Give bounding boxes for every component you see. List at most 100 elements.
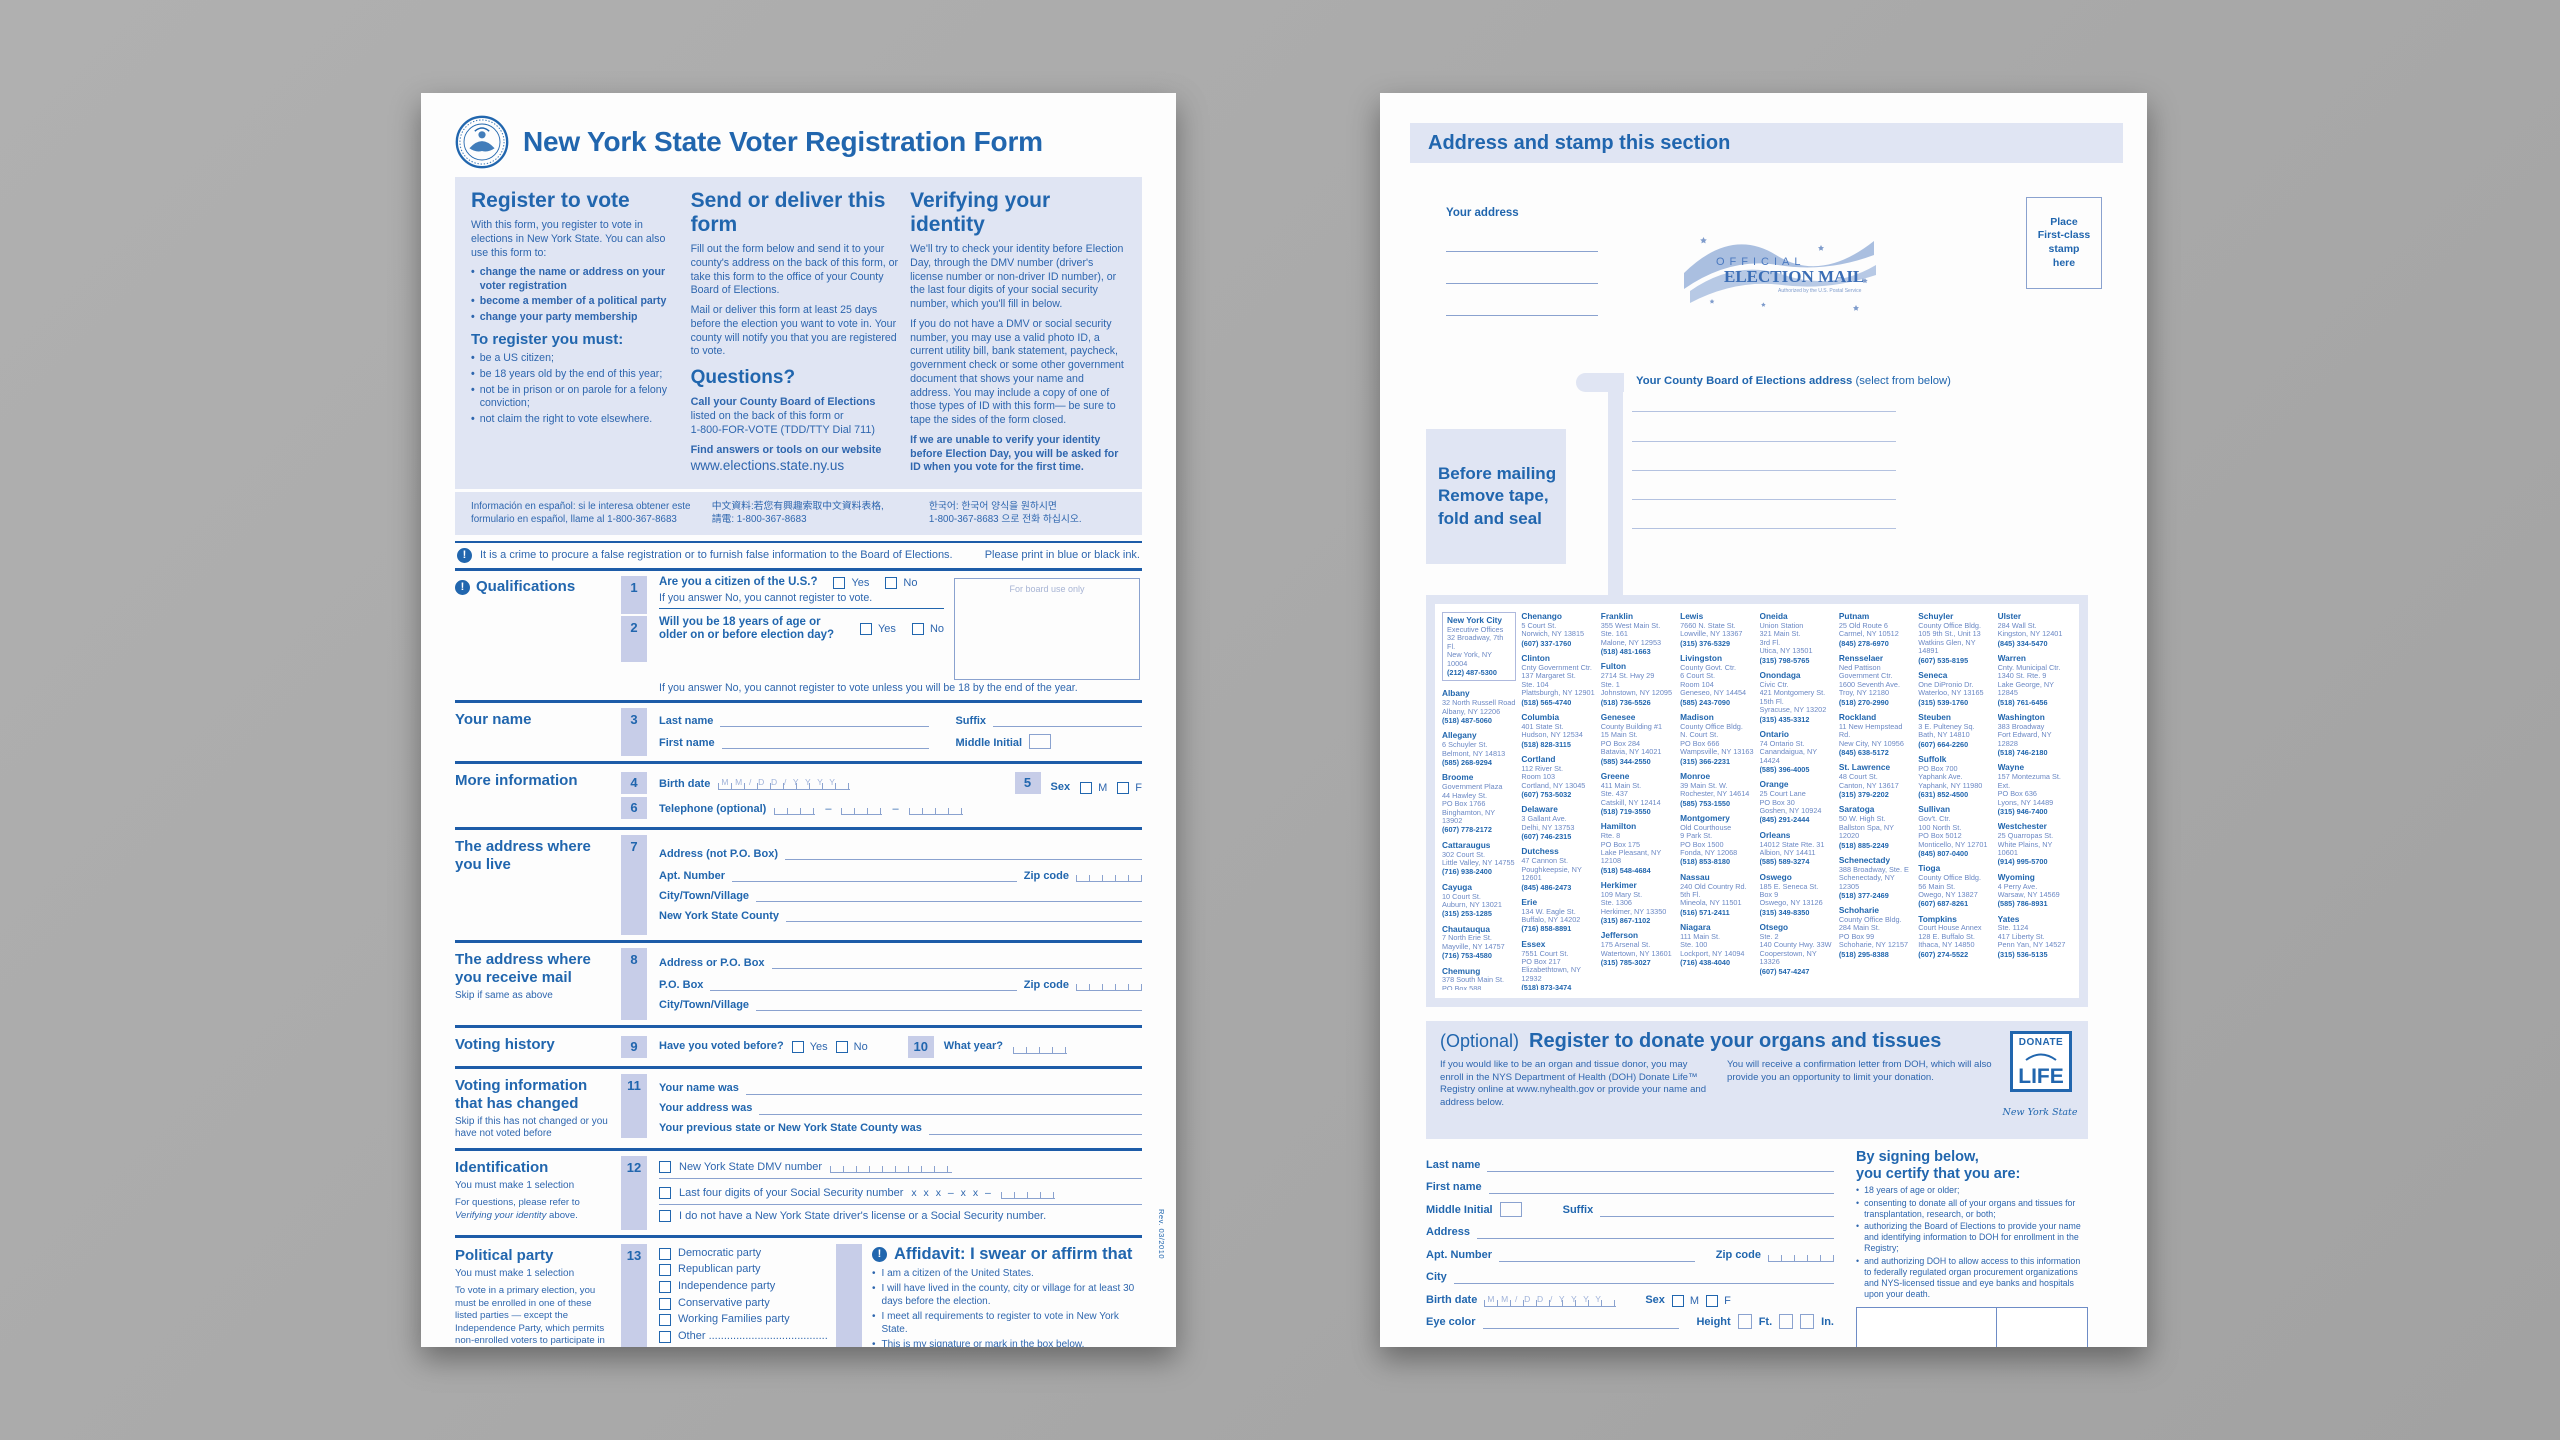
checkbox[interactable] xyxy=(859,623,872,636)
county-address-line[interactable] xyxy=(1632,441,1896,442)
telephone-input[interactable] xyxy=(841,800,883,816)
county-entry: Rensselaer Ned Pattison Government Ctr. 1… xyxy=(1838,652,1901,707)
previous-address-input[interactable] xyxy=(759,1102,1142,1115)
donor-last-name-input[interactable] xyxy=(1487,1159,1834,1172)
apt-number-input[interactable] xyxy=(732,869,1017,883)
donor-date-box[interactable] xyxy=(1997,1308,2087,1347)
donor-height-in-input[interactable] xyxy=(1800,1314,1815,1329)
form-header: New York State Voter Registration Form xyxy=(455,115,1142,169)
vote-year-input[interactable] xyxy=(1013,1039,1068,1055)
checkbox[interactable] xyxy=(659,1281,671,1294)
dmv-number-input[interactable] xyxy=(830,1158,953,1174)
zip-code-input[interactable] xyxy=(1076,867,1142,883)
county-entry: Cayuga 10 Court St. Auburn, NY 13021 (315)… xyxy=(1442,881,1502,919)
county-input[interactable] xyxy=(786,909,1142,923)
row-number-7: 7 xyxy=(621,834,647,935)
county-address-line[interactable] xyxy=(1632,528,1896,529)
county-address-line[interactable] xyxy=(1632,411,1896,412)
donor-sex-male-option[interactable]: M xyxy=(1671,1294,1699,1307)
county-column: New York City Executive Offices 32 Broadw… xyxy=(1442,612,1517,990)
county-entry: New York City Executive Offices 32 Broadw… xyxy=(1442,612,1517,682)
party-option[interactable]: Independence party xyxy=(659,1280,836,1294)
citizen-yes-option[interactable]: Yes xyxy=(833,576,869,589)
donor-birth-date-input[interactable]: M M / D D / Y Y Y Y xyxy=(1484,1291,1617,1307)
donor-height-ft-input[interactable] xyxy=(1737,1314,1752,1329)
checkbox[interactable] xyxy=(1117,781,1130,794)
last-name-input[interactable] xyxy=(720,714,930,728)
sex-male-option[interactable]: M xyxy=(1080,781,1107,794)
checkbox[interactable] xyxy=(1080,781,1093,794)
your-address-line[interactable] xyxy=(1446,283,1598,284)
row-qualifications: ! Qualifications 1 Are you a citizen of … xyxy=(455,571,1142,703)
your-address-line[interactable] xyxy=(1446,315,1598,316)
party-option[interactable]: Democratic party xyxy=(659,1247,836,1260)
middle-initial-input[interactable] xyxy=(1029,734,1052,750)
county-address-line[interactable] xyxy=(1632,470,1896,471)
ssn-last4-input[interactable] xyxy=(1000,1184,1055,1200)
age-yes-option[interactable]: Yes xyxy=(859,623,896,636)
checkbox[interactable] xyxy=(791,1040,804,1053)
checkbox[interactable] xyxy=(659,1330,671,1343)
county-entry: Suffolk PO Box 700 Yaphank Ave. Yaphank, … xyxy=(1918,753,1983,800)
mail-address-input[interactable] xyxy=(771,956,1142,970)
checkbox[interactable] xyxy=(885,576,898,589)
birth-date-input[interactable]: M M / D D / Y Y Y Y xyxy=(718,775,851,791)
party-option[interactable]: Working Families party xyxy=(659,1313,836,1327)
checkbox[interactable] xyxy=(659,1314,671,1327)
party-option[interactable]: Conservative party xyxy=(659,1297,836,1310)
donor-first-name-input[interactable] xyxy=(1488,1181,1834,1194)
row-number-4: 4 xyxy=(621,771,647,794)
intro-panel: Register to vote With this form, you reg… xyxy=(455,177,1142,490)
checkbox[interactable] xyxy=(835,1040,848,1053)
checkbox[interactable] xyxy=(659,1161,671,1174)
donor-middle-initial-input[interactable] xyxy=(1499,1201,1522,1217)
checkbox[interactable] xyxy=(659,1247,671,1260)
age-no-option[interactable]: No xyxy=(911,623,944,636)
address-input[interactable] xyxy=(784,847,1142,861)
previous-county-input[interactable] xyxy=(928,1122,1142,1135)
city-town-village-input[interactable] xyxy=(756,889,1142,903)
party-option[interactable]: Other ..................................… xyxy=(659,1330,836,1343)
your-address-line[interactable] xyxy=(1446,251,1598,252)
donor-signature-box[interactable] xyxy=(1857,1307,1998,1347)
party-option[interactable]: Republican party xyxy=(659,1263,836,1277)
chinese-note: 中文資料:若您有興趣索取中文資料表格, 請電: 1-800-367-8683 xyxy=(711,501,884,526)
voted-yes-option[interactable]: Yes xyxy=(791,1040,828,1053)
county-entry: Westchester 25 Quarropas St. White Plains… xyxy=(1997,821,2054,867)
checkbox[interactable] xyxy=(1671,1294,1684,1307)
county-entry: Lewis 7660 N. State St. Lowville, NY 1336… xyxy=(1680,612,1743,648)
telephone-input[interactable] xyxy=(908,800,963,816)
sex-female-option[interactable]: F xyxy=(1117,781,1142,794)
citizen-no-option[interactable]: No xyxy=(885,576,917,589)
donor-city-input[interactable] xyxy=(1453,1271,1834,1284)
checkbox[interactable] xyxy=(659,1187,671,1200)
checkbox[interactable] xyxy=(659,1210,671,1223)
donor-height-in-input[interactable] xyxy=(1779,1314,1794,1329)
donor-zip-input[interactable] xyxy=(1768,1246,1834,1262)
checkbox[interactable] xyxy=(659,1264,671,1277)
po-box-input[interactable] xyxy=(710,978,1017,992)
checkbox[interactable] xyxy=(911,623,924,636)
mail-zip-input[interactable] xyxy=(1076,976,1142,992)
donate-life-state-script: New York State xyxy=(2002,1107,2078,1118)
donor-eye-color-input[interactable] xyxy=(1482,1316,1680,1329)
suffix-input[interactable] xyxy=(993,714,1142,728)
donor-address-input[interactable] xyxy=(1477,1226,1834,1239)
mail-city-input[interactable] xyxy=(756,998,1142,1012)
donor-suffix-input[interactable] xyxy=(1600,1204,1834,1217)
first-name-input[interactable] xyxy=(721,736,930,750)
checkbox[interactable] xyxy=(659,1297,671,1310)
county-address-line[interactable] xyxy=(1632,499,1896,500)
previous-name-input[interactable] xyxy=(745,1082,1142,1095)
elections-website-link[interactable]: www.elections.state.ny.us xyxy=(690,458,845,474)
donor-sex-female-option[interactable]: F xyxy=(1706,1294,1731,1307)
telephone-input[interactable] xyxy=(774,800,816,816)
checkbox[interactable] xyxy=(1706,1294,1719,1307)
party-option[interactable]: I do not wish to enroll in a party xyxy=(659,1346,836,1347)
donor-apt-input[interactable] xyxy=(1499,1249,1695,1262)
checkbox[interactable] xyxy=(833,576,846,589)
voted-no-option[interactable]: No xyxy=(835,1040,868,1053)
logo-election-mail-text: ELECTION MAIL xyxy=(1724,267,1864,286)
party-label: Political party xyxy=(455,1246,554,1264)
